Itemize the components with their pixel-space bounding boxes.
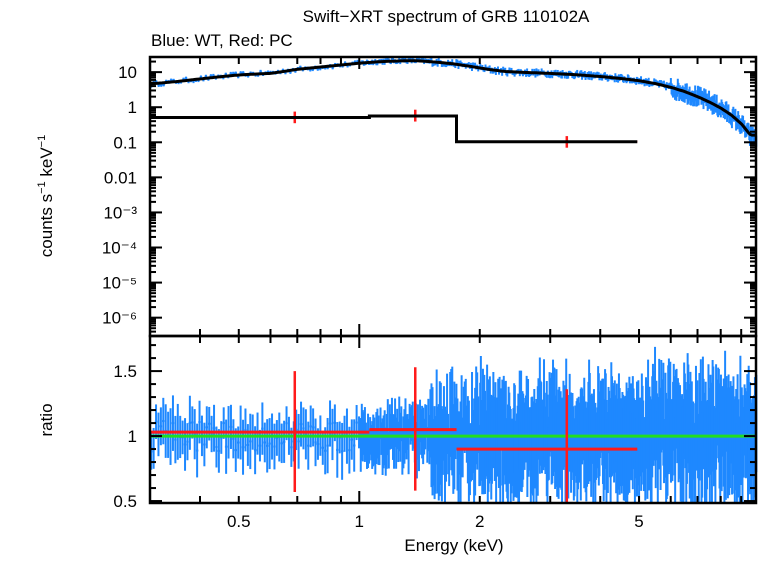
- wt-model-line: [149, 59, 756, 137]
- pc-model-line: [150, 114, 638, 144]
- y-tick-label-spectrum: 10⁻⁴: [102, 239, 137, 258]
- y-tick-label-ratio: 0.5: [113, 492, 137, 511]
- chart-subtitle: Blue: WT, Red: PC: [151, 31, 293, 50]
- ratio-panel: [150, 346, 758, 503]
- y-tick-label-spectrum: 10⁻⁶: [102, 309, 137, 328]
- spectrum-frame: [148, 55, 758, 338]
- x-tick-label: 2: [475, 512, 484, 531]
- x-axis-label: Energy (keV): [404, 536, 503, 555]
- x-tick-label: 0.5: [227, 512, 251, 531]
- y-axis-label-ratio: ratio: [37, 403, 56, 436]
- y-tick-label-spectrum: 10⁻⁵: [102, 274, 137, 293]
- y-tick-label-spectrum: 0.1: [113, 133, 137, 152]
- y-tick-label-spectrum: 0.01: [104, 168, 137, 187]
- y-tick-label-spectrum: 10⁻³: [103, 203, 137, 222]
- spectrum-panel: [149, 57, 758, 148]
- y-axis-label-spectrum: counts s−1 keV−1: [36, 135, 56, 257]
- ratio-frame: [148, 334, 758, 505]
- x-tick-label: 1: [355, 512, 364, 531]
- chart-title: Swift−XRT spectrum of GRB 110102A: [303, 7, 590, 26]
- axes: 0.5 1 2 5 10 1 0.1 0.01 10⁻³ 10⁻⁴ 10⁻⁵ 10⁻⁶ 1.5 1 0.5: [102, 55, 758, 531]
- x-tick-label: 5: [634, 512, 643, 531]
- y-tick-label-ratio: 1.5: [113, 362, 137, 381]
- y-tick-label-spectrum: 10: [118, 63, 137, 82]
- y-tick-label-spectrum: 1: [128, 98, 137, 117]
- y-tick-label-ratio: 1: [128, 427, 137, 446]
